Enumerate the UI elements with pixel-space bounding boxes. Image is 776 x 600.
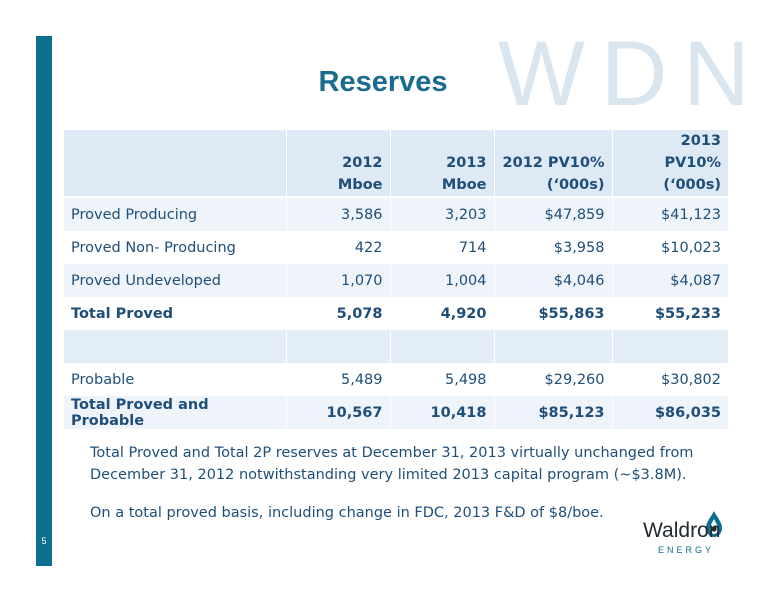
header-cell-2013-pv10: 2013 PV10% (‘000s) [612, 130, 728, 198]
cell-2012-pv10: $55,863 [494, 297, 613, 330]
table-row: Proved Non- Producing 422 714 $3,958 $10… [64, 231, 728, 264]
row-label: Probable [64, 363, 287, 396]
cell-2012-mboe: 5,078 [286, 297, 391, 330]
cell-2012-mboe: 5,489 [286, 363, 391, 396]
watermark: WDN [498, 23, 766, 125]
table-row-total-proved: Total Proved 5,078 4,920 $55,863 $55,233 [64, 297, 728, 330]
company-logo: Waldron ENERGY [640, 511, 740, 560]
cell-2012-mboe: 1,070 [286, 264, 391, 297]
reserves-table: 2012 Mboe 2013 Mboe 2012 PV10% (‘000s) 20… [64, 130, 728, 429]
cell-2013-pv10: $30,802 [612, 363, 728, 396]
cell-2013-mboe: 714 [390, 231, 495, 264]
cell-2013-pv10: $86,035 [612, 396, 728, 429]
logo-wordmark: Waldron [643, 519, 721, 542]
row-label: Total Proved [64, 297, 287, 330]
cell-2012-pv10: $47,859 [494, 197, 613, 231]
row-label: Total Proved and Probable [64, 396, 287, 429]
page-number: 5 [41, 536, 47, 546]
cell-2013-mboe: 5,498 [390, 363, 495, 396]
cell-2012-pv10: $85,123 [494, 396, 613, 429]
cell-2013-pv10 [612, 330, 728, 363]
row-label [64, 330, 287, 363]
cell-2012-pv10: $29,260 [494, 363, 613, 396]
header-cell-2012-mboe: 2012 Mboe [286, 130, 391, 198]
cell-2012-pv10: $3,958 [494, 231, 613, 264]
note-paragraph: Total Proved and Total 2P reserves at De… [90, 445, 694, 483]
row-label: Proved Undeveloped [64, 264, 287, 297]
note-paragraph: On a total proved basis, including chang… [90, 505, 604, 521]
cell-2013-pv10: $4,087 [612, 264, 728, 297]
cell-2013-pv10: $55,233 [612, 297, 728, 330]
cell-2012-mboe: 3,586 [286, 197, 391, 231]
table-row-total-proved-probable: Total Proved and Probable 10,567 10,418 … [64, 396, 728, 429]
cell-2013-mboe: 10,418 [390, 396, 495, 429]
side-accent-bar [36, 36, 52, 566]
page-title: Reserves [318, 66, 448, 98]
flame-drop-icon [706, 511, 722, 537]
logo-subtitle: ENERGY [658, 545, 715, 555]
row-label: Proved Non- Producing [64, 231, 287, 264]
cell-2013-mboe: 3,203 [390, 197, 495, 231]
table-header-row: 2012 Mboe 2013 Mboe 2012 PV10% (‘000s) 20… [64, 130, 728, 198]
header-cell-2013-mboe: 2013 Mboe [390, 130, 495, 198]
header-cell-label [64, 130, 287, 198]
cell-2012-pv10: $4,046 [494, 264, 613, 297]
cell-2013-mboe: 1,004 [390, 264, 495, 297]
cell-2012-mboe: 10,567 [286, 396, 391, 429]
table-row: Proved Producing 3,586 3,203 $47,859 $41… [64, 197, 728, 231]
cell-2013-pv10: $10,023 [612, 231, 728, 264]
table-row: Probable 5,489 5,498 $29,260 $30,802 [64, 363, 728, 396]
cell-2013-mboe [390, 330, 495, 363]
cell-2012-mboe: 422 [286, 231, 391, 264]
notes: Total Proved and Total 2P reserves at De… [90, 442, 710, 540]
cell-2012-mboe [286, 330, 391, 363]
header-cell-2012-pv10: 2012 PV10% (‘000s) [494, 130, 613, 198]
cell-2012-pv10 [494, 330, 613, 363]
row-label: Proved Producing [64, 197, 287, 231]
table-row: Proved Undeveloped 1,070 1,004 $4,046 $4… [64, 264, 728, 297]
table-row-spacer [64, 330, 728, 363]
cell-2013-mboe: 4,920 [390, 297, 495, 330]
cell-2013-pv10: $41,123 [612, 197, 728, 231]
